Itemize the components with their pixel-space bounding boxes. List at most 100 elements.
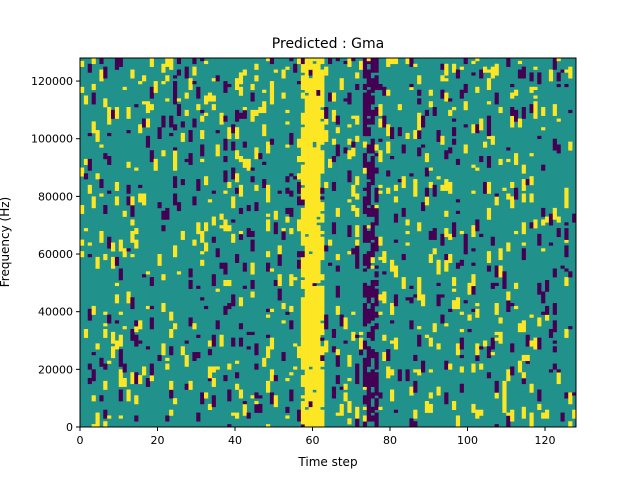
heatmap-cell [397, 179, 402, 183]
heatmap-cell [207, 403, 213, 411]
heatmap-cell [138, 193, 143, 203]
heatmap-cell [273, 395, 278, 408]
heatmap-cell [413, 409, 418, 419]
heatmap-cell [266, 334, 271, 338]
heatmap-cell [304, 242, 309, 261]
heatmap-cell [362, 268, 368, 272]
heatmap-cell [316, 225, 321, 235]
heatmap-cell [277, 274, 282, 287]
heatmap-cell [192, 118, 197, 128]
heatmap-cell [343, 147, 348, 154]
heatmap-cell [254, 147, 259, 160]
heatmap-cell [343, 383, 348, 390]
heatmap-cell [235, 372, 240, 379]
heatmap-cell [196, 334, 201, 338]
heatmap-cell [238, 207, 244, 214]
heatmap-cell [366, 187, 371, 206]
heatmap-cell [114, 282, 120, 287]
heatmap-cell [355, 72, 360, 79]
heatmap-cell [347, 138, 352, 142]
heatmap-cell [304, 357, 309, 373]
heatmap-cell [184, 383, 189, 390]
heatmap-cell [440, 294, 445, 298]
heatmap-cell [126, 196, 131, 206]
heatmap-cell [145, 305, 151, 310]
x-tick-label: 100 [457, 434, 478, 447]
heatmap-cell [374, 271, 379, 278]
heatmap-cell [424, 187, 430, 197]
heatmap-cell [521, 354, 526, 361]
heatmap-cell [250, 109, 255, 122]
heatmap-cell [269, 268, 275, 272]
heatmap-cell [83, 328, 89, 338]
heatmap-cell [122, 248, 127, 258]
heatmap-cell [428, 101, 433, 108]
heatmap-cell [529, 153, 534, 157]
heatmap-cell [308, 346, 313, 367]
heatmap-cell [556, 72, 561, 82]
heatmap-cell [300, 150, 306, 163]
heatmap-cell [227, 303, 232, 310]
heatmap-cell [308, 401, 313, 408]
heatmap-cell [161, 81, 166, 85]
heatmap-cell [320, 150, 325, 174]
heatmap-cell [366, 230, 371, 243]
heatmap-cell [320, 274, 325, 281]
heatmap-cell [320, 389, 325, 408]
heatmap-cell [269, 81, 275, 93]
heatmap-cell [568, 392, 573, 405]
heatmap-cell [312, 164, 317, 186]
heatmap-cell [479, 346, 484, 350]
heatmap-cell [103, 254, 108, 261]
heatmap-cell [328, 58, 333, 65]
heatmap-cell [498, 158, 503, 165]
heatmap-cell [525, 334, 530, 347]
heatmap-cell [374, 107, 379, 116]
heatmap-cell [362, 83, 368, 91]
chart-title: Predicted : Gma [272, 36, 384, 52]
heatmap-cell [413, 380, 418, 393]
heatmap-cell [107, 190, 112, 194]
heatmap-cell [444, 92, 449, 102]
heatmap-cell [355, 176, 360, 186]
heatmap-cell [149, 150, 154, 163]
heatmap-cell [312, 288, 317, 307]
heatmap-cell [397, 127, 402, 137]
heatmap-cell [409, 297, 414, 304]
heatmap-cell [452, 127, 457, 137]
heatmap-cell [401, 176, 406, 189]
heatmap-cell [374, 216, 379, 226]
heatmap-cell [289, 173, 294, 177]
heatmap-cell [289, 372, 294, 376]
heatmap-cell [281, 92, 286, 99]
heatmap-cell [359, 60, 364, 70]
heatmap-cell [378, 392, 383, 399]
heatmap-cell [211, 236, 216, 243]
heatmap-cell [475, 219, 480, 232]
heatmap-cell [293, 63, 298, 73]
heatmap-cell [463, 83, 468, 93]
heatmap-cell [235, 412, 240, 419]
heatmap-cell [300, 424, 306, 428]
heatmap-cell [529, 340, 534, 347]
heatmap-cell [250, 395, 255, 399]
heatmap-cell [362, 60, 368, 79]
heatmap-cell [494, 265, 499, 278]
heatmap-cell [506, 369, 511, 382]
heatmap-cell [316, 89, 321, 96]
heatmap-cell [320, 236, 325, 261]
heatmap-cell [494, 193, 499, 197]
heatmap-cell [552, 138, 557, 151]
heatmap-cell [169, 311, 174, 321]
heatmap-cell [506, 242, 511, 252]
heatmap-cell [297, 138, 302, 148]
heatmap-cell [114, 196, 120, 206]
heatmap-cell [153, 81, 158, 93]
heatmap-cell [335, 58, 340, 62]
heatmap-cell [134, 326, 139, 333]
heatmap-cell [320, 121, 325, 145]
heatmap-cell [192, 66, 197, 76]
heatmap-cell [169, 328, 174, 338]
heatmap-cell [339, 386, 344, 390]
